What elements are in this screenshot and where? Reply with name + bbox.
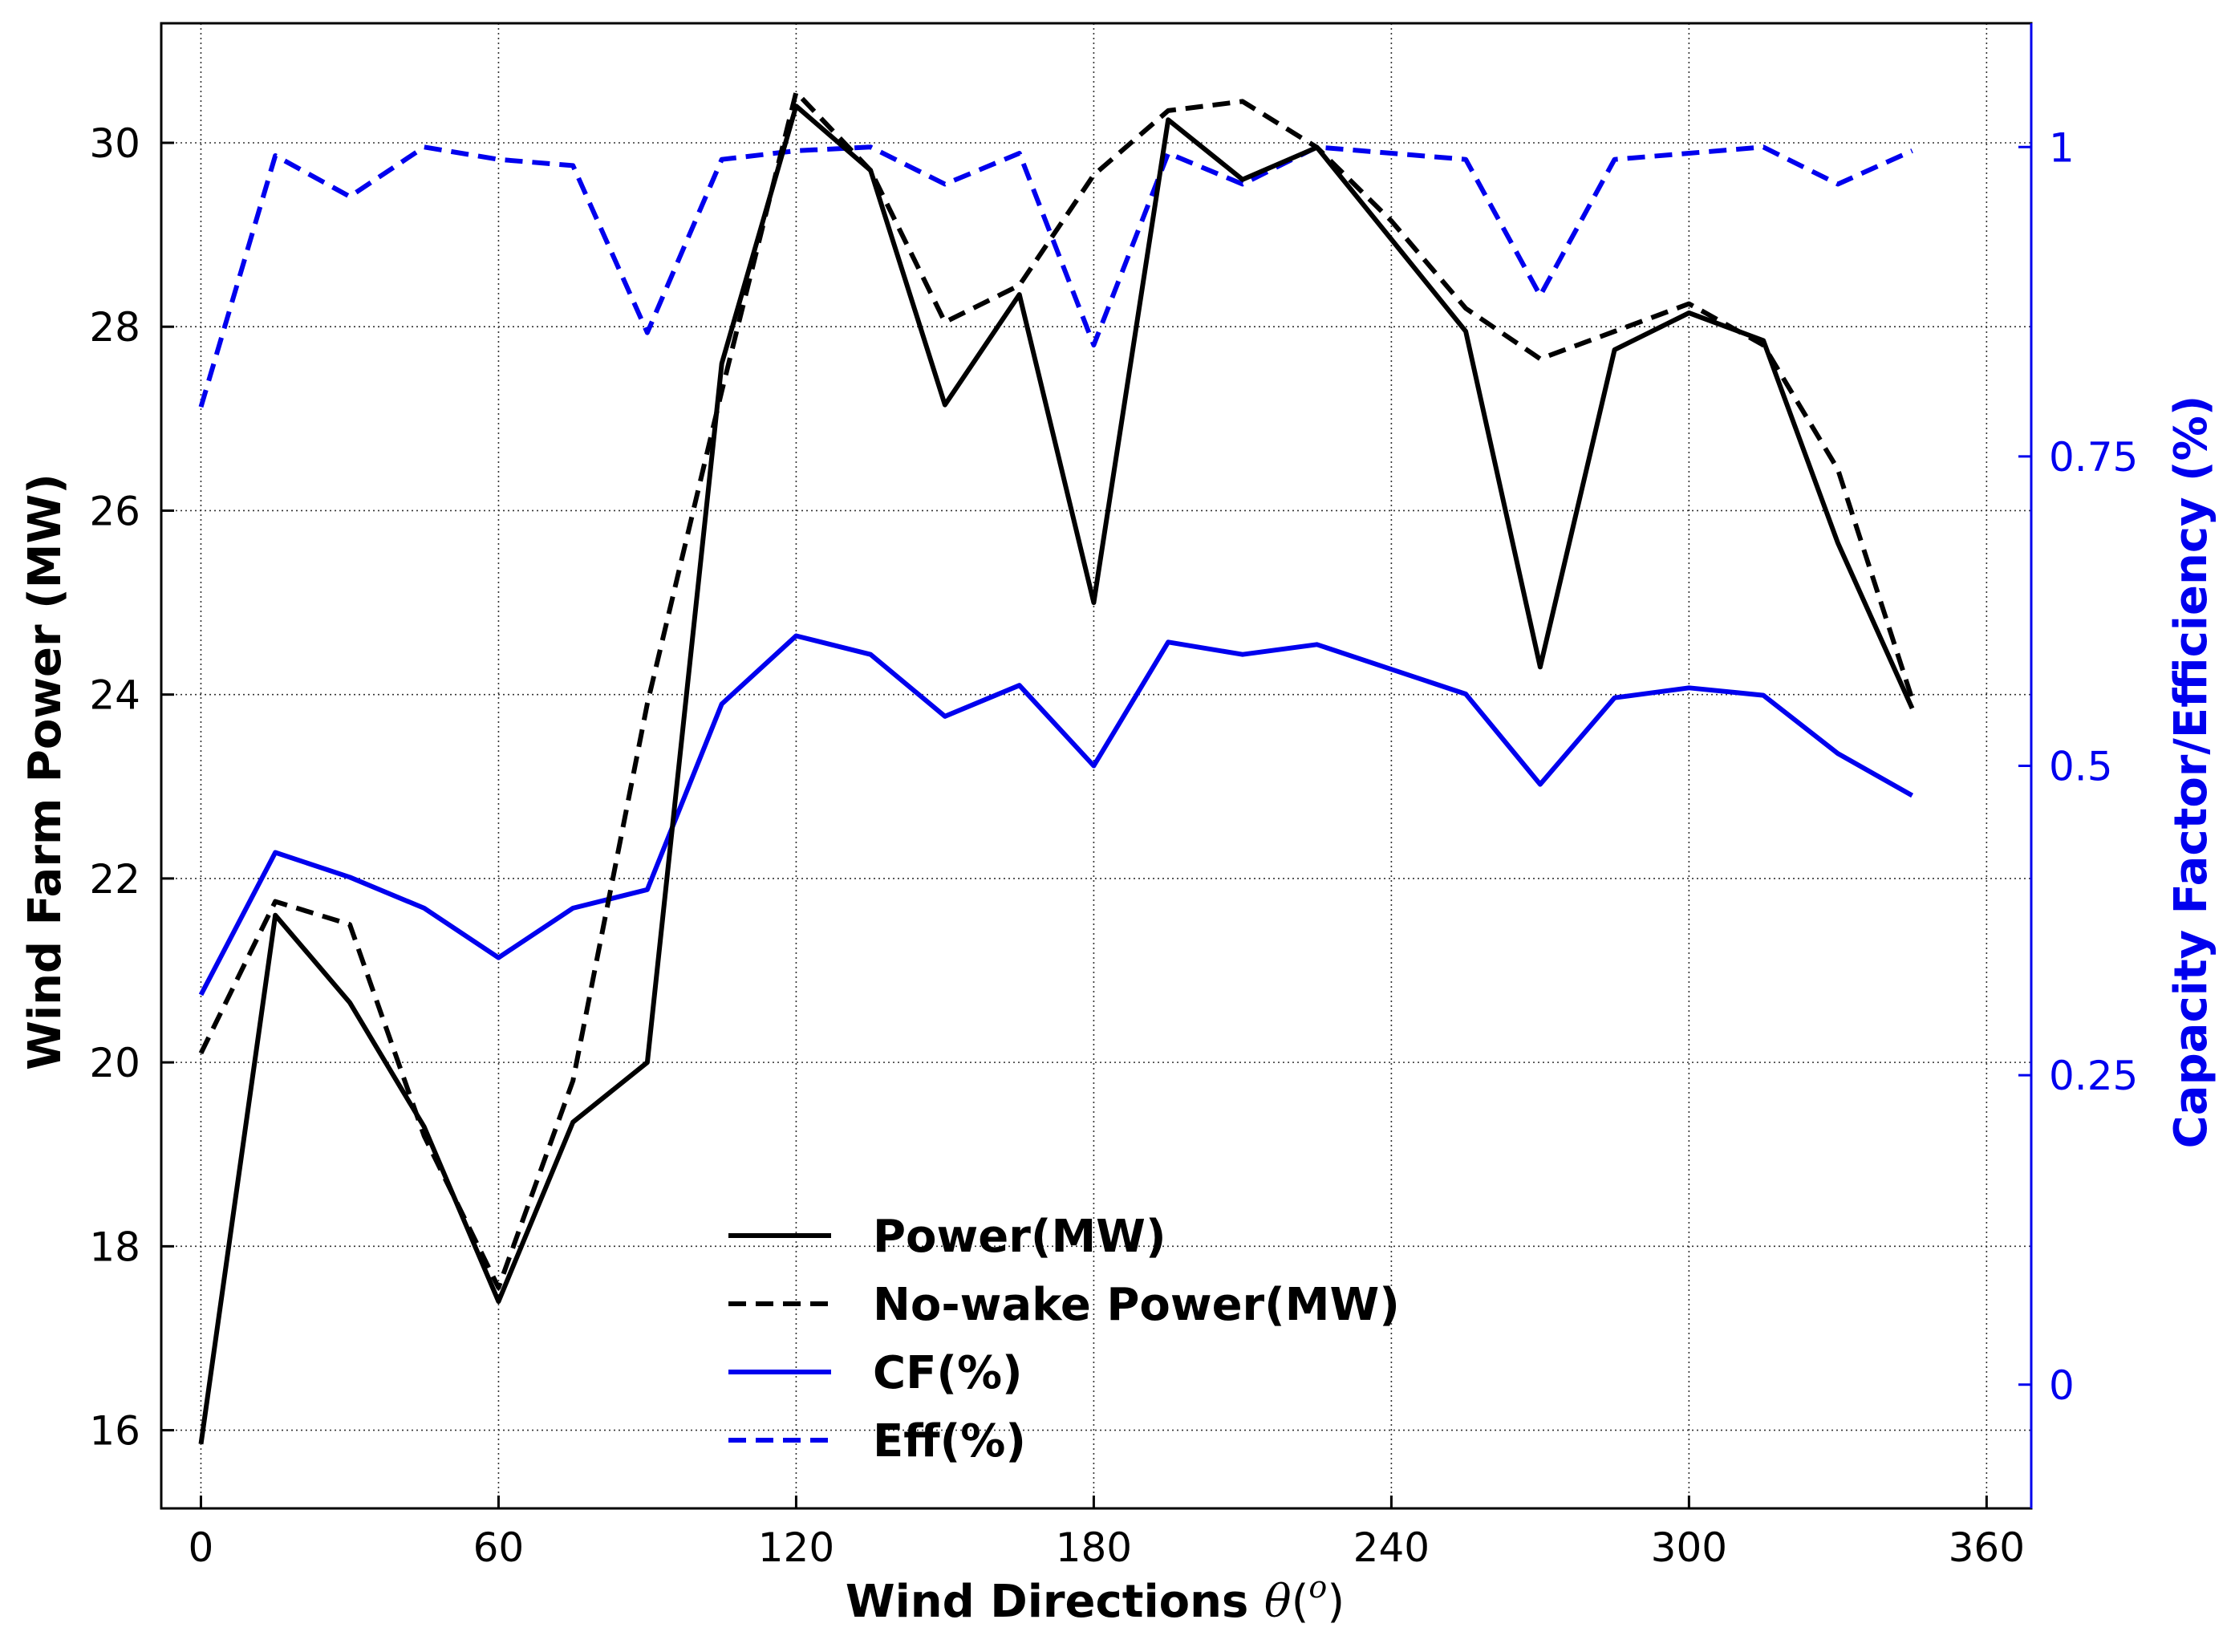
y2-tick-label: 0.25 bbox=[2049, 1053, 2138, 1099]
legend-label: No-wake Power(MW) bbox=[873, 1279, 1400, 1331]
y2-axis-title: Capacity Factor/Efficiency (%) bbox=[2165, 396, 2217, 1149]
series-layer bbox=[198, 90, 1915, 1445]
y2-tick-label: 0.5 bbox=[2049, 744, 2113, 790]
x-tick-label: 60 bbox=[473, 1524, 525, 1571]
series-line-power-mw bbox=[198, 104, 1915, 1445]
y-axis-title: Wind Farm Power (MW) bbox=[19, 473, 71, 1070]
y2-tick-label: 0.75 bbox=[2049, 434, 2138, 481]
y-tick-label: 22 bbox=[89, 856, 140, 903]
series-line-eff bbox=[198, 144, 1913, 408]
x-tick-label: 120 bbox=[758, 1524, 834, 1571]
x-tick-label: 300 bbox=[1651, 1524, 1727, 1571]
series-line-cf bbox=[198, 633, 1914, 996]
x-tick-label: 240 bbox=[1353, 1524, 1430, 1571]
y-axis-ticks: 16 18 20 22 24 26 28 30 bbox=[89, 120, 174, 1455]
y-tick-label: 28 bbox=[89, 304, 140, 351]
y2-tick-label: 1 bbox=[2049, 124, 2075, 171]
y-tick-label: 16 bbox=[89, 1408, 140, 1455]
y2-tick-label: 0 bbox=[2049, 1362, 2075, 1409]
y-tick-label: 26 bbox=[89, 488, 140, 534]
y-tick-label: 18 bbox=[89, 1224, 140, 1270]
x-axis-ticks: 0 60 120 180 240 300 360 bbox=[189, 1496, 2025, 1571]
legend: Power(MW) No-wake Power(MW) CF(%) Eff(%) bbox=[728, 1211, 1400, 1467]
x-tick-label: 0 bbox=[189, 1524, 214, 1571]
legend-label: CF(%) bbox=[873, 1347, 1023, 1399]
y-tick-label: 20 bbox=[89, 1040, 140, 1086]
y2-axis-ticks: 0 0.25 0.5 0.75 1 bbox=[2018, 124, 2138, 1409]
legend-label: Power(MW) bbox=[873, 1211, 1166, 1263]
x-axis-title: Wind Directions θ(o) bbox=[846, 1569, 1345, 1628]
x-tick-label: 180 bbox=[1056, 1524, 1132, 1571]
x-tick-label: 360 bbox=[1949, 1524, 2025, 1571]
y-tick-label: 30 bbox=[89, 120, 140, 167]
series-line-no-wake-power-mw bbox=[198, 90, 1915, 1290]
legend-label: Eff(%) bbox=[873, 1415, 1026, 1467]
y-tick-label: 24 bbox=[89, 672, 140, 719]
